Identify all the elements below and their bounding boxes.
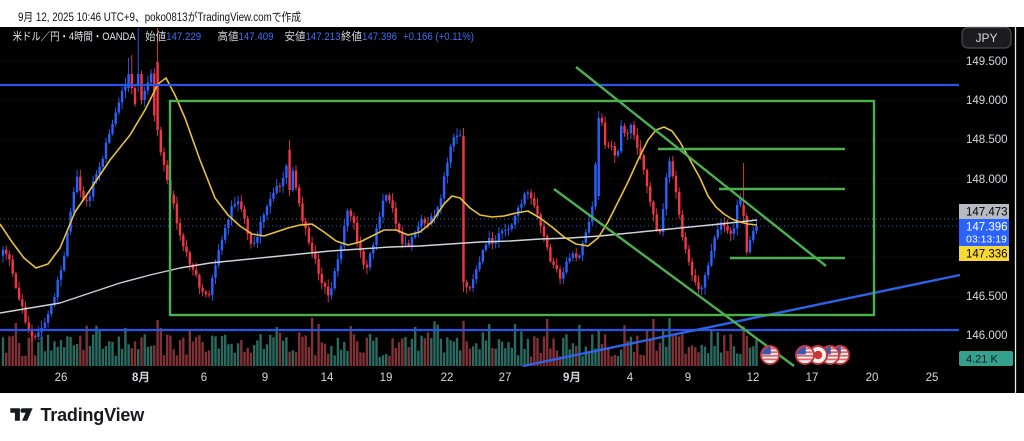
svg-text:17: 17 <box>806 372 819 384</box>
svg-text:6: 6 <box>201 372 207 384</box>
svg-text:4: 4 <box>627 372 634 384</box>
svg-text:147.396: 147.396 <box>362 31 397 43</box>
svg-text:147.473: 147.473 <box>966 207 1008 219</box>
svg-text:TradingView: TradingView <box>41 405 146 425</box>
svg-text:146.500: 146.500 <box>966 291 1008 303</box>
svg-text:+0.166 (+0.11%): +0.166 (+0.11%) <box>403 31 474 43</box>
svg-text:27: 27 <box>499 372 512 384</box>
svg-text:安値: 安値 <box>285 29 306 43</box>
svg-text:148.500: 148.500 <box>966 134 1008 146</box>
svg-text:9: 9 <box>685 372 691 384</box>
svg-text:147.229: 147.229 <box>166 31 201 43</box>
svg-text:03:13:19: 03:13:19 <box>966 234 1007 246</box>
svg-text:8月: 8月 <box>132 371 150 384</box>
svg-text:147.336: 147.336 <box>966 249 1008 261</box>
svg-text:19: 19 <box>380 372 393 384</box>
svg-text:米ドル／円・4時間・OANDA: 米ドル／円・4時間・OANDA <box>13 30 137 43</box>
svg-text:高値: 高値 <box>218 29 239 43</box>
svg-text:JPY: JPY <box>975 31 997 45</box>
svg-text:146.000: 146.000 <box>966 330 1008 342</box>
svg-text:25: 25 <box>926 372 939 384</box>
svg-text:147.396: 147.396 <box>966 222 1008 234</box>
svg-text:12: 12 <box>747 372 760 384</box>
svg-text:22: 22 <box>441 372 454 384</box>
svg-text:148.000: 148.000 <box>966 174 1008 186</box>
svg-text:147.409: 147.409 <box>239 31 274 43</box>
svg-text:147.213: 147.213 <box>306 31 341 43</box>
svg-text:終値: 終値 <box>341 29 362 43</box>
svg-text:149.000: 149.000 <box>966 95 1008 107</box>
svg-text:26: 26 <box>55 372 68 384</box>
svg-text:20: 20 <box>866 372 879 384</box>
svg-text:149.500: 149.500 <box>966 56 1008 68</box>
svg-text:9月: 9月 <box>563 371 581 384</box>
svg-text:9: 9 <box>262 372 268 384</box>
svg-text:14: 14 <box>321 372 334 384</box>
svg-text:9月 12, 2025 10:46 UTC+9、poko08: 9月 12, 2025 10:46 UTC+9、poko0813がTrading… <box>18 10 301 24</box>
svg-text:始値: 始値 <box>145 29 166 43</box>
svg-text:4.21 K: 4.21 K <box>966 354 998 366</box>
